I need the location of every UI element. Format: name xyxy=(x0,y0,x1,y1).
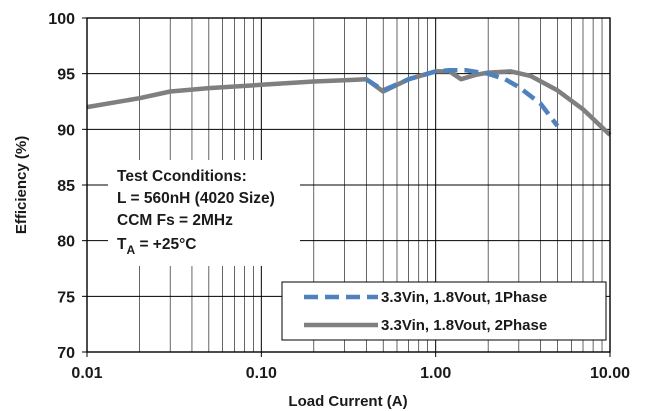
annotation-temperature: TA = +25°C xyxy=(117,236,197,257)
annotation-temp-subscript: A xyxy=(126,243,135,257)
series-line-1phase xyxy=(365,68,560,128)
annotation-line-2: L = 560nH (4020 Size) xyxy=(117,190,275,207)
y-tick-label: 95 xyxy=(57,67,75,84)
y-tick-label: 85 xyxy=(57,178,75,195)
y-tick-label: 75 xyxy=(57,289,75,306)
annotation-line-1: Test Cconditions: xyxy=(117,168,247,185)
legend-box xyxy=(281,281,607,341)
x-axis-title: Load Current (A) xyxy=(288,393,407,410)
annotation-background xyxy=(108,160,300,266)
chart-series xyxy=(86,68,612,137)
series-line-2phase xyxy=(86,69,612,137)
annotation-temp-prefix: T xyxy=(117,236,127,253)
x-tick-label: 0.01 xyxy=(71,365,102,382)
annotation-temp-suffix: = +25°C xyxy=(135,236,196,253)
y-tick-label: 100 xyxy=(48,11,75,28)
annotation-line-3: CCM Fs = 2MHz xyxy=(117,212,233,229)
y-tick-label: 80 xyxy=(57,234,75,251)
legend-label-2phase: 3.3Vin, 1.8Vout, 2Phase xyxy=(381,317,547,334)
y-axis-title: Efficiency (%) xyxy=(13,136,30,234)
x-tick-label: 10.00 xyxy=(590,365,630,382)
test-conditions-annotation: Test Cconditions: L = 560nH (4020 Size) … xyxy=(108,160,300,266)
legend-label-1phase: 3.3Vin, 1.8Vout, 1Phase xyxy=(381,289,547,306)
y-tick-label: 70 xyxy=(57,345,75,362)
y-tick-label: 90 xyxy=(57,122,75,139)
x-tick-label: 0.10 xyxy=(246,365,277,382)
x-tick-label: 1.00 xyxy=(420,365,451,382)
legend: 3.3Vin, 1.8Vout, 1Phase 3.3Vin, 1.8Vout,… xyxy=(281,281,607,341)
chart-ticks: 0.01 0.10 1.00 10.00 70 75 80 85 90 95 100 xyxy=(48,11,630,382)
